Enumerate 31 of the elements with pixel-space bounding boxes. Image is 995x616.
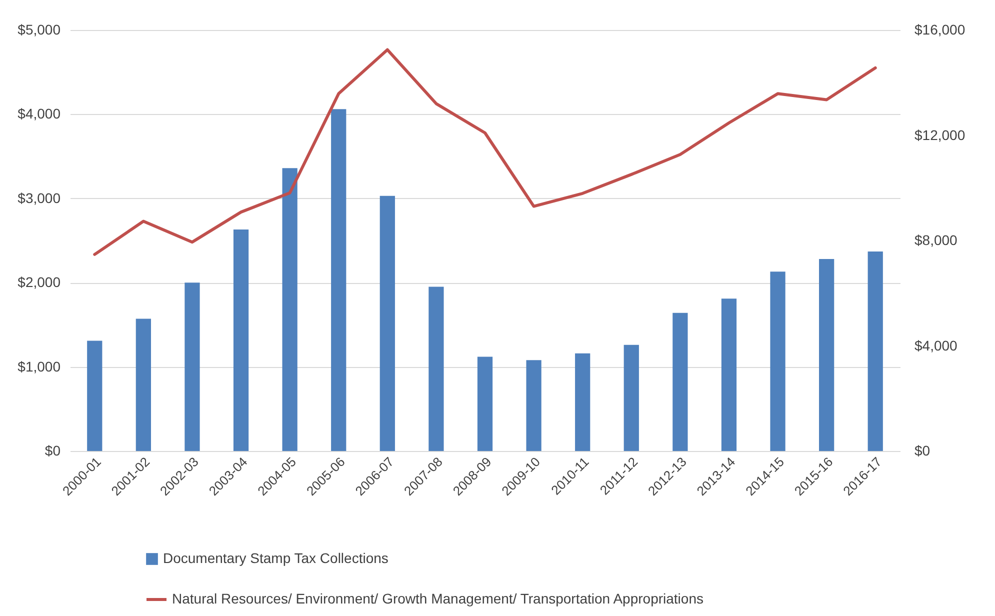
- bar: [868, 251, 883, 451]
- bar: [526, 360, 542, 451]
- bar: [672, 312, 688, 451]
- y2-tick-label: $8,000: [914, 232, 958, 248]
- bar: [575, 353, 590, 451]
- y2-tick-label: $12,000: [914, 126, 966, 143]
- bar: [380, 196, 395, 451]
- y-tick-label: $3,000: [18, 190, 61, 206]
- bar: [477, 356, 493, 451]
- y-tick-label: $0: [44, 442, 61, 458]
- legend-label: Natural Resources/ Environment/ Growth Management/ Transportation Appropriations: [172, 590, 704, 606]
- bar: [331, 109, 346, 451]
- bar: [282, 168, 298, 451]
- bar: [428, 286, 444, 451]
- bar: [184, 282, 200, 451]
- bar: [233, 230, 249, 451]
- y-tick-label: $5,000: [18, 22, 61, 38]
- y-tick-label: $1,000: [18, 358, 61, 374]
- bar: [136, 318, 151, 451]
- bar: [770, 272, 786, 451]
- bar: [721, 298, 737, 451]
- line-series: [93, 48, 877, 256]
- bar: [87, 340, 102, 451]
- y-tick-label: $4,000: [18, 106, 61, 122]
- y2-tick-label: $0: [914, 442, 930, 458]
- legend-label: Documentary Stamp Tax Collections: [163, 550, 388, 566]
- y-tick-label: $2,000: [18, 274, 61, 290]
- y2-tick-label: $4,000: [914, 337, 958, 354]
- y2-tick-label: $16,000: [914, 22, 966, 38]
- bar: [624, 344, 639, 451]
- bar: [819, 259, 834, 451]
